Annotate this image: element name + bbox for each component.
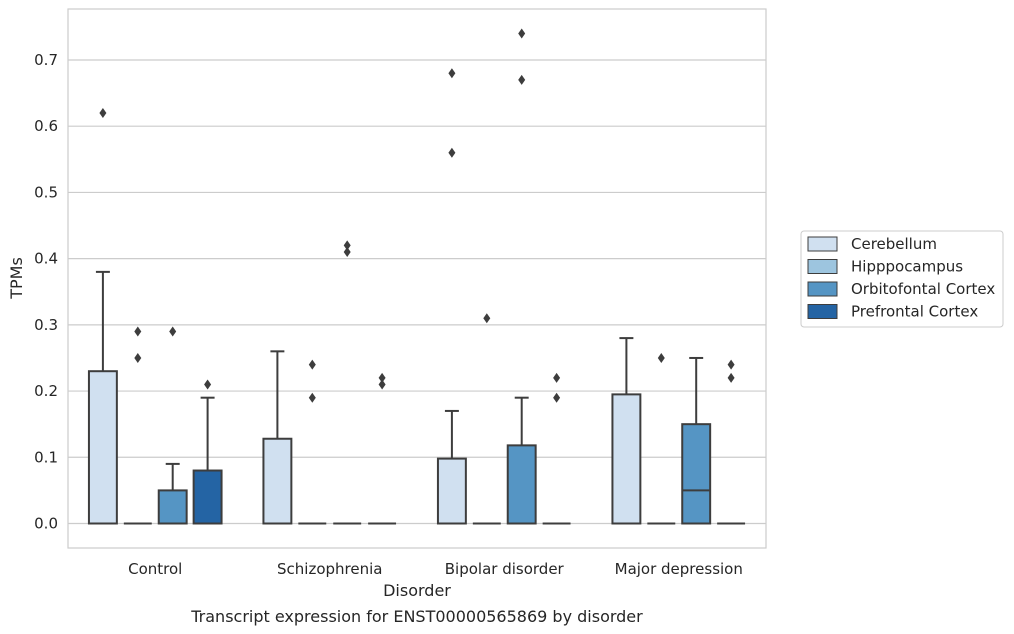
outlier-point [727, 359, 735, 370]
box-group [368, 372, 397, 525]
box-group [298, 359, 327, 525]
y-axis-ticks: 0.0 0.1 0.2 0.3 0.4 0.5 0.6 0.7 [34, 51, 58, 533]
legend: Cerebellum Hipppocampus Orbitofontal Corte… [800, 230, 1004, 328]
outlier-point [343, 247, 351, 258]
y-tick-label: 0.5 [34, 183, 58, 201]
legend-swatch [807, 236, 838, 252]
outlier-point [134, 352, 142, 363]
grid-lines [68, 59, 766, 525]
legend-label: Cerebellum [851, 235, 937, 253]
outlier-point [378, 372, 386, 383]
legend-label: Hipppocampus [851, 258, 963, 276]
x-axis-label: Disorder [383, 581, 451, 600]
legend-label: Prefrontal Cortex [851, 303, 978, 321]
box [157, 489, 188, 525]
box-group [87, 107, 118, 525]
y-tick-label: 0.2 [34, 382, 58, 400]
outlier-point [99, 107, 107, 118]
outlier-point [483, 313, 491, 324]
outlier-point [553, 392, 561, 403]
box [262, 437, 293, 525]
outlier-point [378, 379, 386, 390]
outlier-point [308, 359, 316, 370]
box-group [681, 356, 712, 525]
plot-area [87, 28, 746, 525]
outlier-point [553, 372, 561, 383]
outlier-point [134, 326, 142, 337]
x-tick-label: Bipolar disorder [445, 560, 565, 578]
box [87, 370, 118, 525]
box-group [192, 379, 223, 525]
y-tick-label: 0.3 [34, 316, 58, 334]
outlier-point [448, 68, 456, 79]
box-group [542, 372, 571, 525]
legend-swatch [807, 304, 838, 319]
box-group [157, 326, 188, 525]
y-tick-label: 0.0 [34, 515, 58, 533]
y-tick-label: 0.1 [34, 448, 58, 466]
box-group [647, 352, 676, 525]
y-tick-label: 0.7 [34, 51, 58, 69]
outlier-point [448, 147, 456, 158]
outlier-point [518, 28, 526, 39]
legend-swatch [807, 259, 838, 274]
x-tick-label: Control [128, 560, 182, 578]
box [192, 469, 223, 525]
plot-frame [67, 8, 767, 549]
box-group [717, 359, 746, 525]
outlier-point [518, 74, 526, 85]
box-group [611, 337, 642, 525]
outlier-point [657, 352, 665, 363]
box [681, 423, 712, 525]
x-axis-ticks: Control Schizophrenia Bipolar disorder Majo… [128, 560, 743, 578]
chart-caption: Transcript expression for ENST0000056586… [190, 607, 643, 626]
x-tick-label: Major depression [615, 560, 743, 578]
legend-label: Orbitofontal Cortex [851, 280, 995, 298]
outlier-point [204, 379, 212, 390]
box-group [436, 68, 467, 525]
legend-frame [800, 230, 1004, 328]
legend-swatch [807, 281, 838, 297]
box-group [333, 240, 362, 525]
y-tick-label: 0.4 [34, 250, 58, 268]
box [436, 457, 467, 525]
x-tick-label: Schizophrenia [277, 560, 382, 578]
outlier-point [169, 326, 177, 337]
outlier-point [727, 372, 735, 383]
y-tick-label: 0.6 [34, 117, 58, 135]
y-axis-label: TPMs [7, 257, 26, 300]
outlier-point [308, 392, 316, 403]
box-group [262, 350, 293, 525]
box-group [123, 326, 152, 525]
box [506, 444, 537, 525]
box-group [472, 313, 501, 525]
box [611, 393, 642, 525]
box-group [506, 28, 537, 525]
outlier-point [343, 240, 351, 251]
